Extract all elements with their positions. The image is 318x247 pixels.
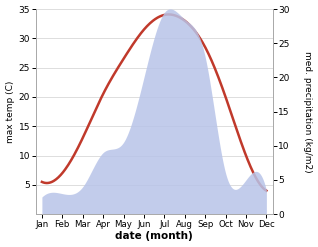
Y-axis label: max temp (C): max temp (C) <box>5 80 15 143</box>
Y-axis label: med. precipitation (kg/m2): med. precipitation (kg/m2) <box>303 51 313 172</box>
X-axis label: date (month): date (month) <box>115 231 193 242</box>
